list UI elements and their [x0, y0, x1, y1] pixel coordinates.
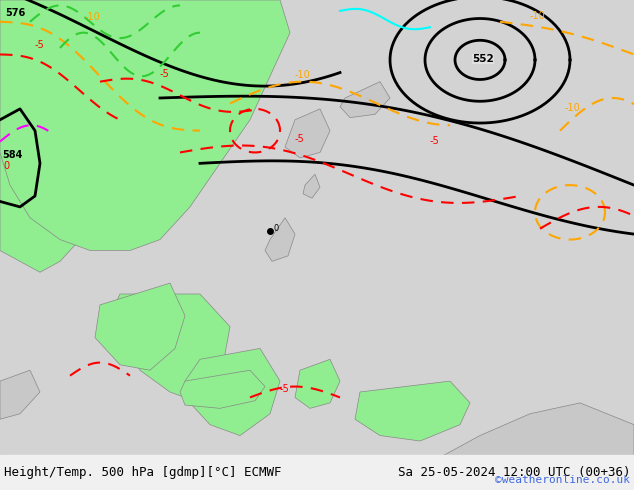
- Text: -5: -5: [295, 134, 305, 144]
- Text: -5: -5: [35, 40, 45, 50]
- Polygon shape: [285, 109, 330, 158]
- Text: -5: -5: [430, 136, 440, 146]
- Polygon shape: [0, 0, 180, 272]
- Text: ©weatheronline.co.uk: ©weatheronline.co.uk: [495, 474, 630, 485]
- Bar: [0, 455, 634, 490]
- Text: -10: -10: [295, 71, 311, 80]
- Text: 0: 0: [273, 224, 278, 233]
- Polygon shape: [0, 370, 40, 419]
- Text: -5: -5: [160, 69, 170, 79]
- Polygon shape: [110, 294, 230, 403]
- Polygon shape: [95, 283, 185, 370]
- Polygon shape: [400, 403, 634, 490]
- Polygon shape: [355, 381, 470, 441]
- Text: 584: 584: [2, 150, 22, 160]
- Polygon shape: [265, 218, 295, 261]
- Text: -10: -10: [565, 103, 581, 113]
- Text: Sa 25-05-2024 12:00 UTC (00+36): Sa 25-05-2024 12:00 UTC (00+36): [398, 466, 630, 479]
- Text: 576: 576: [5, 8, 25, 18]
- Text: -10: -10: [85, 12, 101, 22]
- Text: -5: -5: [280, 384, 290, 394]
- Polygon shape: [180, 370, 265, 408]
- Polygon shape: [303, 174, 320, 198]
- Polygon shape: [0, 0, 290, 250]
- Polygon shape: [340, 82, 390, 118]
- Polygon shape: [295, 359, 340, 408]
- Polygon shape: [185, 348, 280, 436]
- Text: 552: 552: [472, 54, 494, 64]
- Text: 0: 0: [3, 161, 9, 171]
- Text: -10: -10: [530, 10, 546, 21]
- Text: Height/Temp. 500 hPa [gdmp][°C] ECMWF: Height/Temp. 500 hPa [gdmp][°C] ECMWF: [4, 466, 281, 479]
